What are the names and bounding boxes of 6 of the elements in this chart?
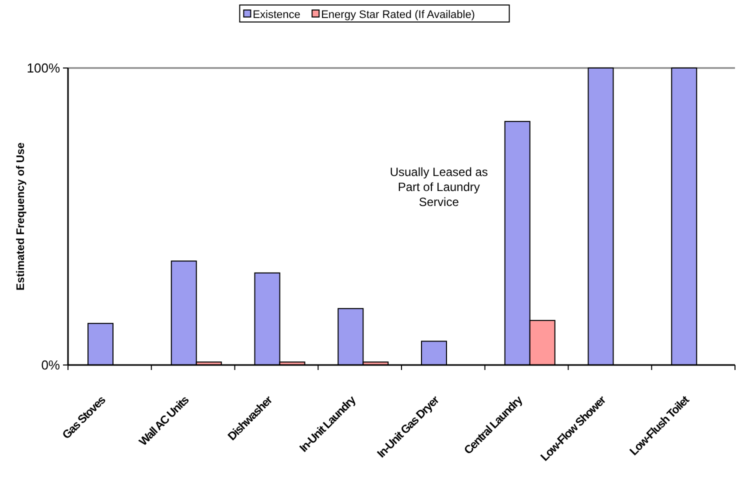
- annotation: Usually Leased as Part of Laundry Service: [390, 165, 488, 209]
- legend-label: Existence: [252, 8, 300, 21]
- legend-label: Energy Star Rated (If Available): [321, 8, 475, 21]
- y-axis-title: Estimated Frequency of Use: [15, 142, 27, 290]
- y-tick-label: 0%: [41, 358, 60, 373]
- y-tick-label: 100%: [26, 60, 60, 76]
